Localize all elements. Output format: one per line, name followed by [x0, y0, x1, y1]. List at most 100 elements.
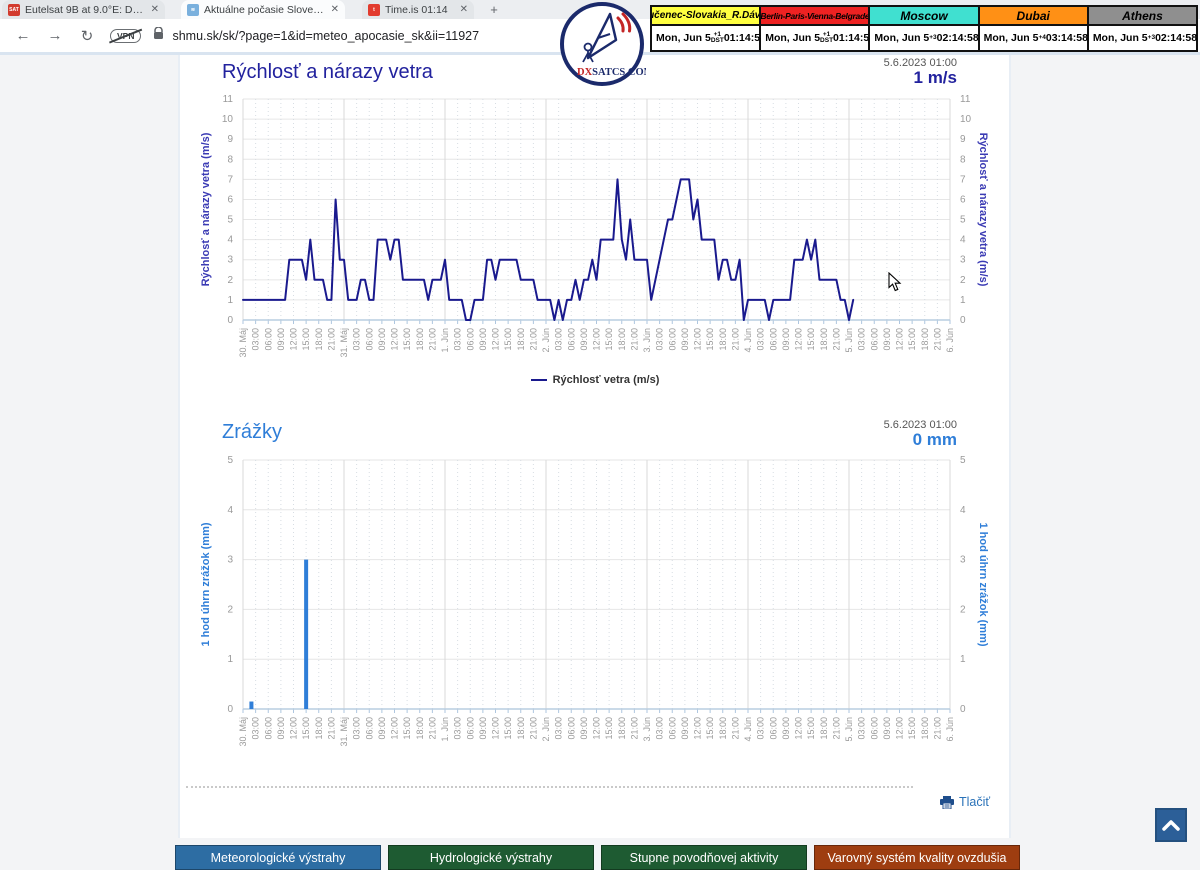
svg-text:4. Jún: 4. Jún — [743, 717, 753, 742]
svg-text:21:00: 21:00 — [730, 328, 740, 351]
svg-text:21:00: 21:00 — [629, 717, 639, 740]
svg-text:5: 5 — [227, 215, 233, 226]
world-clocks-panel: Lučenec-Slovakia_R.Dávid Mon, Jun 5 +1DS… — [650, 5, 1198, 52]
footer-buttons: Meteorologické výstrahy Hydrologické výs… — [175, 845, 1020, 870]
forward-icon[interactable]: → — [47, 27, 63, 44]
svg-text:09:00: 09:00 — [276, 717, 286, 740]
svg-text:12:00: 12:00 — [895, 717, 905, 740]
svg-text:12:00: 12:00 — [289, 328, 299, 351]
svg-text:06:00: 06:00 — [869, 717, 879, 740]
svg-text:15:00: 15:00 — [503, 328, 513, 351]
svg-text:7: 7 — [227, 174, 233, 185]
svg-text:18:00: 18:00 — [617, 328, 627, 351]
clock-time: 02:14:58 — [1155, 32, 1198, 44]
svg-text:06:00: 06:00 — [364, 717, 374, 740]
svg-text:9: 9 — [960, 134, 966, 145]
svg-text:12:00: 12:00 — [794, 328, 804, 351]
svg-text:18:00: 18:00 — [718, 717, 728, 740]
clock-offset: +4 — [1038, 33, 1046, 41]
svg-text:09:00: 09:00 — [781, 717, 791, 740]
tab-shmu-active[interactable]: ≋ Aktuálne počasie Slovensko - tabuľ... … — [181, 0, 345, 19]
svg-text:2: 2 — [227, 604, 233, 615]
svg-text:06:00: 06:00 — [465, 328, 475, 351]
dxsatcs-logo: DXSATCS.COM — [558, 0, 654, 88]
svg-text:15:00: 15:00 — [907, 328, 917, 351]
button-air-quality[interactable]: Varovný systém kvality ovzdušia — [814, 845, 1020, 870]
svg-text:6: 6 — [227, 194, 233, 205]
svg-text:09:00: 09:00 — [377, 328, 387, 351]
back-icon[interactable]: ← — [15, 27, 31, 44]
svg-text:12:00: 12:00 — [693, 717, 703, 740]
svg-text:6. Jún: 6. Jún — [945, 717, 955, 742]
close-icon[interactable]: ✕ — [459, 4, 468, 15]
timeis-favicon-icon: t — [368, 3, 380, 16]
scroll-to-top-button[interactable] — [1155, 808, 1187, 842]
clock-lucenec: Lučenec-Slovakia_R.Dávid Mon, Jun 5 +1DS… — [652, 7, 766, 50]
url-text[interactable]: shmu.sk/sk/?page=1&id=meteo_apocasie_sk&… — [172, 28, 480, 43]
new-tab-button[interactable]: + — [490, 2, 498, 17]
clock-offset: +3 — [1147, 33, 1156, 41]
svg-text:21:00: 21:00 — [831, 717, 841, 740]
svg-text:5: 5 — [960, 455, 966, 466]
svg-text:18:00: 18:00 — [920, 328, 930, 351]
svg-text:09:00: 09:00 — [680, 717, 690, 740]
svg-text:06:00: 06:00 — [768, 717, 778, 740]
content-panel — [178, 55, 1011, 838]
svg-text:21:00: 21:00 — [932, 328, 942, 351]
svg-text:2. Jún: 2. Jún — [541, 717, 551, 742]
svg-text:18:00: 18:00 — [718, 328, 728, 351]
close-icon[interactable]: ✕ — [330, 4, 339, 15]
vpn-badge[interactable]: VPN — [110, 28, 142, 43]
print-link[interactable]: Tlačiť — [940, 795, 990, 809]
svg-text:1 hod úhrn zrážok (mm): 1 hod úhrn zrážok (mm) — [200, 522, 212, 646]
svg-text:18:00: 18:00 — [415, 717, 425, 740]
svg-text:21:00: 21:00 — [528, 328, 538, 351]
svg-text:09:00: 09:00 — [781, 328, 791, 351]
clock-time: 03:14:58 — [1045, 32, 1088, 44]
tab-timeis[interactable]: t Time.is 01:14 ✕ — [362, 0, 474, 19]
precip-chart-timestamp: 5.6.2023 01:00 — [883, 419, 957, 431]
tab-title: Aktuálne počasie Slovensko - tabuľ... — [204, 3, 326, 16]
print-label: Tlačiť — [959, 795, 991, 809]
padlock-icon[interactable] — [153, 25, 164, 45]
svg-text:2: 2 — [960, 275, 966, 286]
tab-eutelsat[interactable]: SAT Eutelsat 9B at 9.0°E: DVB-S2-MIS M..… — [2, 0, 165, 19]
clock-date: Mon, Jun 5 — [874, 32, 930, 44]
svg-text:12:00: 12:00 — [491, 717, 501, 740]
svg-text:09:00: 09:00 — [680, 328, 690, 351]
svg-text:4: 4 — [227, 505, 233, 516]
svg-text:5: 5 — [960, 215, 966, 226]
button-meteo-warnings[interactable]: Meteorologické výstrahy — [175, 845, 381, 870]
svg-text:0: 0 — [960, 315, 966, 326]
wind-chart-title: Rýchlosť a nárazy vetra — [222, 61, 433, 83]
svg-text:12:00: 12:00 — [693, 328, 703, 351]
clock-city: Lučenec-Slovakia_R.Dávid — [652, 7, 760, 26]
svg-text:06:00: 06:00 — [667, 717, 677, 740]
precip-chart-current-value: 0 mm — [912, 430, 957, 449]
button-flood-activity[interactable]: Stupne povodňovej aktivity — [601, 845, 807, 870]
svg-text:03:00: 03:00 — [352, 717, 362, 740]
svg-text:1. Jún: 1. Jún — [440, 328, 450, 353]
wind-chart-current-value: 1 m/s — [913, 68, 957, 87]
svg-text:15:00: 15:00 — [301, 328, 311, 351]
precip-chart-plot[interactable]: 0 01 12 23 34 45 530. Máj 03:00 06:00 09:00 12:00 1… — [185, 452, 1005, 782]
wind-chart-legend[interactable]: Rýchlosť vetra (m/s) — [185, 374, 1005, 386]
svg-text:21:00: 21:00 — [326, 328, 336, 351]
svg-text:03:00: 03:00 — [655, 328, 665, 351]
wind-chart-timestamp: 5.6.2023 01:00 — [883, 57, 957, 69]
svg-text:4. Jún: 4. Jún — [743, 328, 753, 353]
clock-date: Mon, Jun 5 — [656, 32, 711, 44]
close-icon[interactable]: ✕ — [150, 4, 159, 15]
clock-time: 01:14:58 — [833, 32, 876, 44]
svg-text:15:00: 15:00 — [604, 717, 614, 740]
svg-text:31. Máj: 31. Máj — [339, 717, 349, 747]
svg-text:21:00: 21:00 — [326, 717, 336, 740]
tab-title: Time.is 01:14 — [385, 3, 448, 16]
svg-text:10: 10 — [960, 114, 972, 125]
svg-text:2: 2 — [960, 604, 966, 615]
reload-icon[interactable]: ↻ — [80, 27, 94, 45]
svg-text:03:00: 03:00 — [554, 328, 564, 351]
svg-text:3: 3 — [960, 555, 966, 566]
button-hydro-warnings[interactable]: Hydrologické výstrahy — [388, 845, 594, 870]
